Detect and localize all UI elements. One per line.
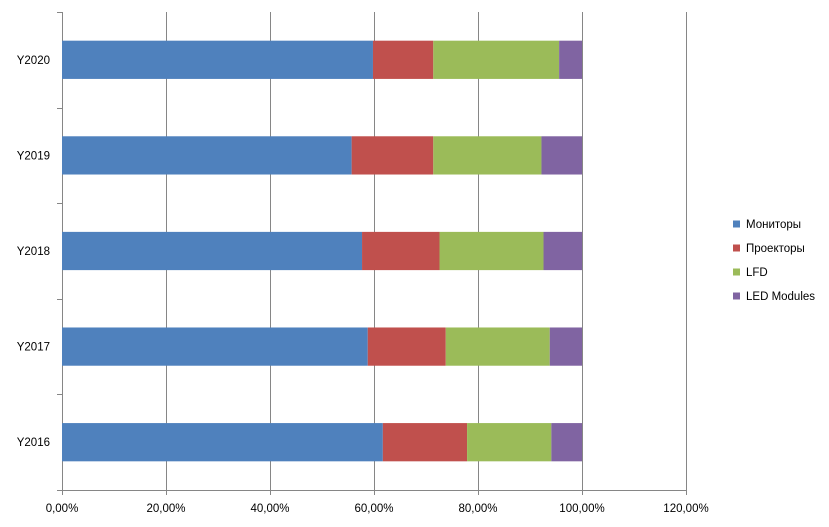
x-tick-label: 20,00%	[146, 503, 185, 515]
bar-segment-y2017-3	[549, 327, 582, 366]
y-tick-label: Y2020	[17, 55, 50, 67]
y-tick-label: Y2016	[17, 437, 50, 449]
legend-label: Проекторы	[746, 243, 805, 255]
bar-segment-y2016-2	[467, 423, 552, 462]
bar-segment-y2018-1	[362, 231, 440, 271]
bar-segment-y2018-3	[543, 231, 582, 271]
legend-swatch	[733, 292, 740, 300]
x-tick-label: 80,00%	[458, 503, 497, 515]
bar-segment-y2020-2	[433, 40, 560, 79]
bar-segment-y2016-0	[62, 423, 383, 462]
legend-swatch	[733, 268, 740, 276]
legend-swatch	[733, 244, 740, 252]
legend-swatch	[733, 220, 740, 228]
bar-segment-y2016-1	[382, 423, 468, 462]
bar-segment-y2018-2	[439, 231, 544, 271]
bar-segment-y2020-3	[559, 40, 582, 79]
x-tick-label: 0,00%	[46, 503, 79, 515]
y-tick-label: Y2019	[17, 150, 50, 162]
y-tick-label: Y2018	[17, 246, 50, 258]
legend-label: LFD	[746, 267, 768, 279]
bar-segment-y2019-2	[433, 136, 542, 175]
bar-segment-y2019-1	[351, 136, 434, 175]
bar-segment-y2018-0	[62, 231, 363, 271]
bar-segment-y2020-0	[62, 40, 373, 79]
bar-segment-y2019-0	[62, 136, 352, 175]
x-tick-label: 40,00%	[250, 503, 289, 515]
bar-segment-y2019-3	[541, 136, 582, 175]
legend-label: Мониторы	[746, 219, 801, 231]
y-tick-label: Y2017	[17, 342, 50, 354]
x-tick-label: 100,00%	[559, 503, 604, 515]
bar-segment-y2017-2	[445, 327, 550, 366]
bar-segment-y2016-3	[551, 423, 582, 462]
x-tick-label: 120,00%	[663, 503, 708, 515]
bar-segment-y2017-0	[62, 327, 368, 366]
legend-label: LED Modules	[746, 291, 815, 303]
x-tick-label: 60,00%	[354, 503, 393, 515]
bar-segment-y2020-1	[372, 40, 434, 79]
bar-segment-y2017-1	[367, 327, 446, 366]
